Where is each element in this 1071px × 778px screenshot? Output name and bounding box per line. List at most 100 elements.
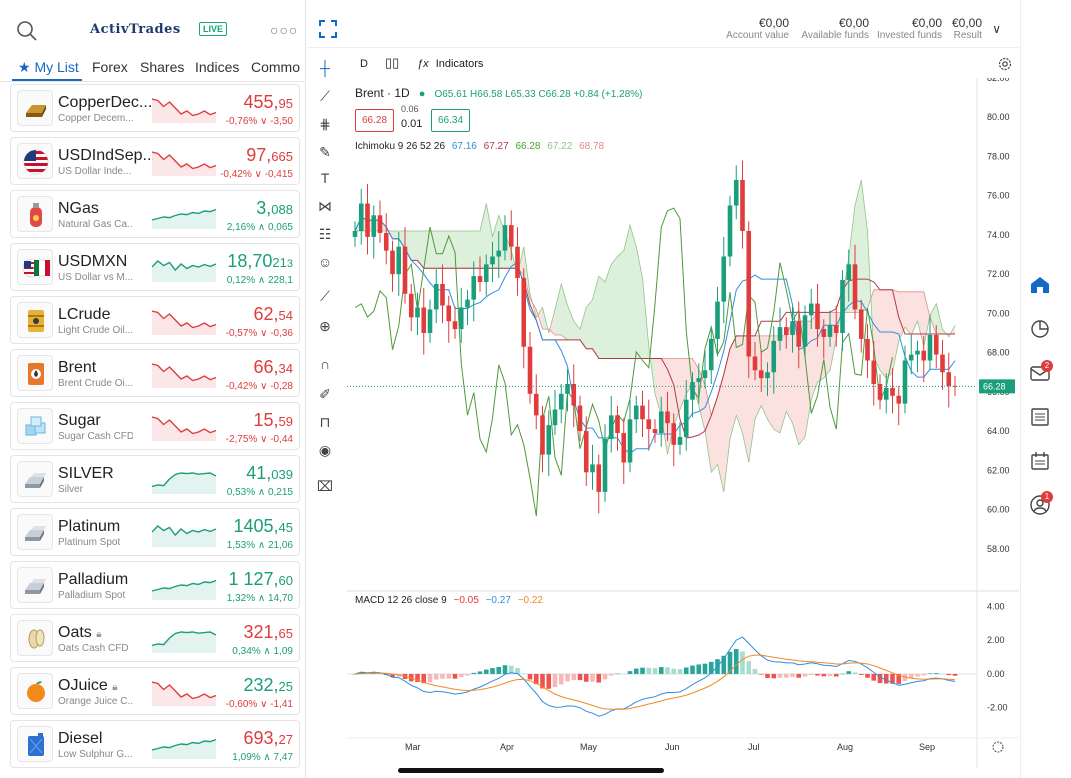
- lock-icon[interactable]: ⊓: [319, 414, 331, 430]
- eye-icon[interactable]: ◉: [318, 442, 332, 458]
- instrument-price: 18,70213: [227, 251, 293, 271]
- instrument-change: 1,53% ∧ 21,06: [226, 540, 293, 551]
- macd-histogram-bar: [840, 673, 845, 675]
- zoom-in-icon[interactable]: ⊕: [319, 318, 331, 334]
- lock-icon: 🔒︎: [112, 682, 118, 693]
- price-legend: Brent · 1D ● O65.61 H66.58 L65.33 C66.28…: [355, 86, 642, 100]
- macd-histogram-bar: [458, 673, 464, 678]
- candle-body: [521, 278, 527, 347]
- sell-button[interactable]: 66.28: [355, 109, 395, 132]
- macd-histogram-bar: [783, 673, 789, 678]
- candle-body: [352, 231, 358, 237]
- macd-axis-tick: 4.00: [987, 601, 1005, 611]
- buy-button[interactable]: 66.34: [431, 109, 471, 132]
- watchlist-row-brent[interactable]: Brent Brent Crude Oi... 66,34 -0,42% ∨ -…: [10, 349, 300, 397]
- instrument-price: 41,039: [246, 463, 293, 483]
- watchlist-row-ngas[interactable]: NGas Natural Gas Ca... 3,088 2,16% ∧ 0,0…: [10, 190, 300, 238]
- text-tool-icon[interactable]: T: [320, 170, 330, 186]
- portfolio-pie-icon[interactable]: [1029, 318, 1051, 340]
- macd-histogram-bar: [683, 667, 689, 674]
- macd-histogram-bar: [921, 673, 927, 676]
- candle-type-icon[interactable]: ▯▯: [385, 55, 400, 70]
- candle-body: [546, 425, 552, 455]
- instrument-description: Brent Crude Oi...: [58, 378, 133, 389]
- chevron-down-icon[interactable]: ∨: [992, 22, 1001, 36]
- watchlist-row-lcrude[interactable]: LCrude Light Crude Oil... 62,54 -0,57% ∨…: [10, 296, 300, 344]
- fullscreen-icon[interactable]: [319, 20, 337, 38]
- price-chart[interactable]: 82.00 80.00 78.00 76.00 74.00 72.00 70.00 68.00…: [347, 78, 1019, 768]
- sugar-cubes-icon: [17, 408, 53, 444]
- mail-badge: 2: [1041, 360, 1053, 372]
- fib-tool-icon[interactable]: ⋕: [319, 116, 331, 132]
- home-icon[interactable]: [1029, 274, 1051, 296]
- candle-body: [440, 283, 445, 306]
- watchlist-row-silver[interactable]: SILVER Silver 41,039 0,53% ∧ 0,215: [10, 455, 300, 503]
- candle-body: [877, 384, 883, 400]
- ichimoku-cloud-segment: [917, 291, 924, 347]
- jerrycan-icon: [17, 726, 53, 762]
- candle-body: [383, 232, 389, 251]
- result: €0,00 Result: [951, 16, 982, 41]
- chart-settings-icon[interactable]: [997, 56, 1013, 72]
- watchlist-row-platinum[interactable]: Platinum Platinum Spot 1405,45 1,53% ∧ 2…: [10, 508, 300, 556]
- pattern-tool-icon[interactable]: ⋈: [318, 198, 332, 214]
- magnet-icon[interactable]: ∩: [319, 356, 331, 372]
- ichimoku-cloud-segment: [717, 374, 724, 492]
- sparkline: [152, 98, 216, 123]
- brush-icon[interactable]: ✎: [319, 144, 331, 160]
- macd-histogram-bar: [821, 673, 827, 677]
- candle-body: [658, 411, 664, 434]
- search-icon[interactable]: [16, 20, 38, 42]
- time-axis-label: Mar: [405, 742, 421, 752]
- indicators-button[interactable]: ƒx Indicators: [417, 58, 484, 70]
- trend-line-icon[interactable]: ⟋: [320, 88, 330, 104]
- price-axis-tick: 72.00: [987, 269, 1010, 279]
- watchlist-row-copperdec[interactable]: CopperDec... Copper Decem... 455,95 -0,7…: [10, 84, 300, 132]
- instrument-description: Silver: [58, 484, 84, 495]
- ichimoku-cloud-segment: [417, 231, 424, 269]
- ichimoku-cloud-segment: [486, 203, 493, 269]
- calendar-icon[interactable]: [1029, 450, 1051, 472]
- watchlist-row-diesel[interactable]: Diesel Low Sulphur G... 693,27 1,09% ∧ 7…: [10, 720, 300, 768]
- forecast-tool-icon[interactable]: ☷: [318, 226, 332, 242]
- watchlist-row-palladium[interactable]: Palladium Palladium Spot 1 127,60 1,32% …: [10, 561, 300, 609]
- candle-body: [765, 372, 770, 379]
- lock-drawing-icon[interactable]: ✐: [319, 386, 331, 402]
- candle-body: [921, 350, 927, 361]
- tab-my-list[interactable]: ★ My List: [18, 59, 79, 75]
- watchlist-row-ojuice[interactable]: OJuice 🔒︎ Orange Juice C... 232,25 -0,60…: [10, 667, 300, 715]
- emoji-icon[interactable]: ☺: [317, 254, 333, 270]
- ruler-icon[interactable]: ⟋: [320, 288, 330, 304]
- ichimoku-cloud-segment: [886, 289, 893, 379]
- instrument-name: Palladium: [58, 571, 129, 588]
- candle-body: [715, 301, 720, 339]
- macd-histogram-bar: [946, 673, 952, 676]
- crosshair-icon[interactable]: ┼: [320, 60, 330, 76]
- instrument-change: -2,75% ∨ -0,44: [225, 434, 293, 445]
- watchlist-row-sugar[interactable]: Sugar Sugar Cash CFD 15,59 -2,75% ∨ -0,4…: [10, 402, 300, 450]
- axis-settings-icon[interactable]: [992, 741, 1004, 753]
- instrument-description: Oats Cash CFD: [58, 643, 129, 654]
- interval-button[interactable]: D: [360, 58, 368, 70]
- profile-icon[interactable]: [1029, 494, 1051, 516]
- news-icon[interactable]: [1029, 406, 1051, 428]
- macd-axis-tick: -2.00: [987, 703, 1008, 713]
- tab-commodities[interactable]: Commo: [251, 59, 301, 75]
- tab-indices[interactable]: Indices: [195, 59, 240, 75]
- macd-histogram-bar: [865, 673, 870, 678]
- more-options-icon[interactable]: ○○○: [270, 22, 299, 38]
- copper-icon: [17, 90, 53, 126]
- tab-forex[interactable]: Forex: [92, 59, 128, 75]
- last-price-label: 66.28: [983, 381, 1006, 391]
- price-axis-tick: 70.00: [987, 308, 1010, 318]
- candle-body: [471, 276, 477, 300]
- watchlist-row-usdindsep[interactable]: USDIndSep... US Dollar Inde... 97,665 -0…: [10, 137, 300, 185]
- instrument-price: 1 127,60: [228, 569, 293, 589]
- instrument-name: USDMXN: [58, 253, 128, 270]
- tab-shares[interactable]: Shares: [140, 59, 185, 75]
- watchlist-row-usdmxn[interactable]: USDMXN US Dollar vs M... 18,70213 0,12% …: [10, 243, 300, 291]
- trash-icon[interactable]: ⌧: [316, 478, 334, 494]
- instrument-change: 0,34% ∧ 1,09: [232, 646, 293, 657]
- watchlist-row-oats[interactable]: Oats 🔒︎ Oats Cash CFD 321,65 0,34% ∧ 1,0…: [10, 614, 300, 662]
- sparkline: [152, 363, 216, 388]
